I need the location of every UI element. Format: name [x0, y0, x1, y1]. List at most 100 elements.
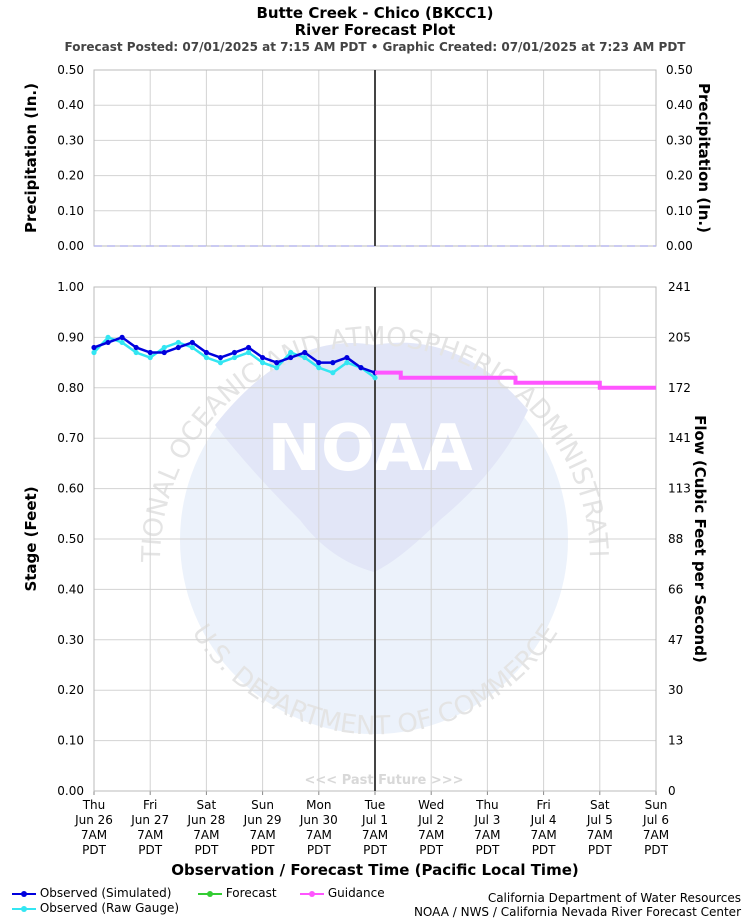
- legend-guidance: Guidance: [300, 886, 385, 900]
- observed-raw-gauge-point: [91, 349, 97, 356]
- x-tick-label: PDT: [138, 843, 162, 857]
- legend-label-guidance: Guidance: [327, 886, 385, 900]
- stage-ytick-left: 0.90: [57, 330, 84, 344]
- x-tick-label: 7AM: [418, 828, 444, 842]
- observed-simulated-point: [344, 354, 350, 361]
- legend-swatch-raw: [12, 905, 36, 912]
- observed-simulated-point: [189, 339, 195, 346]
- observed-raw-gauge-point: [330, 370, 336, 376]
- x-tick-label: Jul 1: [361, 813, 388, 827]
- observed-simulated-point: [302, 349, 308, 356]
- x-tick-label: 7AM: [643, 828, 669, 842]
- x-tick-label: 7AM: [137, 828, 163, 842]
- watermark-logo-text: NOAA: [267, 412, 473, 486]
- observed-raw-gauge-point: [119, 339, 125, 346]
- precip-ytick-right: 0.30: [666, 133, 693, 147]
- x-tick-label: Fri: [536, 798, 550, 812]
- precip-ytick-left: 0.40: [57, 98, 84, 112]
- x-tick-label: Sat: [197, 798, 217, 812]
- stage-ytick-left: 0.70: [57, 431, 84, 445]
- observed-simulated-point: [330, 360, 336, 366]
- legend-label-simulated: Observed (Simulated): [39, 886, 172, 900]
- x-tick-label: PDT: [644, 843, 668, 857]
- flow-ytick-right: 66: [668, 582, 683, 596]
- precip-ytick-left: 0.20: [57, 169, 84, 183]
- chart-subtitle: River Forecast Plot: [294, 21, 456, 39]
- precip-ytick-right: 0.40: [666, 98, 693, 112]
- x-tick-label: Wed: [418, 798, 444, 812]
- x-tick-label: Jul 3: [473, 813, 500, 827]
- observed-raw-gauge-point: [274, 365, 280, 371]
- observed-raw-gauge-point: [203, 354, 209, 361]
- flow-ytick-right: 13: [668, 734, 683, 748]
- observed-simulated-point: [316, 360, 322, 366]
- observed-raw-gauge-point: [372, 375, 378, 381]
- credit-dwr: California Department of Water Resources: [487, 891, 741, 905]
- stage-ytick-left: 1.00: [57, 280, 84, 294]
- flow-ylabel: Flow (Cubic Feet per Second): [691, 415, 709, 663]
- flow-ytick-right: 172: [668, 381, 691, 395]
- x-tick-label: 7AM: [587, 828, 613, 842]
- observed-raw-gauge-point: [161, 344, 167, 351]
- x-tick-label: Jul 2: [417, 813, 444, 827]
- x-tick-label: 7AM: [81, 828, 107, 842]
- observed-raw-gauge-point: [217, 360, 224, 366]
- x-tick-label: PDT: [251, 843, 275, 857]
- legend-label-raw: Observed (Raw Gauge): [39, 901, 180, 915]
- x-tick-label: Tue: [364, 798, 386, 812]
- observed-simulated-point: [147, 349, 153, 356]
- stage-ytick-left: 0.60: [57, 482, 84, 496]
- precip-ytick-right: 0.20: [666, 169, 693, 183]
- guidance-line: [375, 370, 656, 390]
- x-tick-label: Sun: [251, 798, 274, 812]
- flow-ytick-right: 241: [668, 280, 691, 294]
- observed-raw-gauge-point: [344, 360, 350, 366]
- precip-ytick-right: 0.10: [666, 204, 693, 218]
- observed-raw-gauge-point: [288, 349, 294, 356]
- stage-ylabel: Stage (Feet): [22, 486, 40, 591]
- stage-ytick-left: 0.80: [57, 381, 84, 395]
- legend-swatch-forecast: [198, 890, 222, 897]
- noaa-watermark: NOAA NATIONAL OCEANIC AND ATMOSPHERIC AD…: [0, 0, 613, 788]
- observed-simulated-point: [133, 344, 139, 351]
- observed-simulated-point: [119, 334, 125, 340]
- observed-simulated-point: [358, 365, 364, 371]
- observed-simulated-point: [260, 354, 266, 361]
- flow-ytick-right: 30: [668, 683, 683, 697]
- x-tick-label: PDT: [307, 843, 331, 857]
- forecast-posted-text: Forecast Posted: 07/01/2025 at 7:15 AM P…: [64, 40, 686, 54]
- observed-simulated-point: [161, 349, 167, 356]
- precip-ylabel-right: Precipitation (In.): [695, 83, 713, 233]
- observed-simulated-point: [175, 344, 181, 351]
- stage-ytick-left: 0.30: [57, 633, 84, 647]
- stage-ytick-left: 0.10: [57, 734, 84, 748]
- x-tick-label: PDT: [363, 843, 387, 857]
- legend-swatch-simulated: [12, 890, 36, 897]
- x-axis-title: Observation / Forecast Time (Pacific Loc…: [171, 861, 578, 879]
- observed-raw-gauge-point: [302, 354, 308, 361]
- legend-observed-raw: Observed (Raw Gauge): [12, 901, 179, 915]
- x-tick-label: Jul 6: [642, 813, 669, 827]
- x-tick-label: Mon: [306, 798, 331, 812]
- flow-ytick-right: 205: [668, 330, 691, 344]
- x-tick-label: Sun: [645, 798, 668, 812]
- legend-forecast: Forecast: [198, 886, 277, 900]
- x-tick-label: PDT: [475, 843, 499, 857]
- chart-series: [91, 70, 656, 791]
- observed-raw-gauge-point: [260, 360, 266, 366]
- precip-ylabel-left: Precipitation (In.): [22, 83, 40, 233]
- x-tick-label: Jun 28: [186, 813, 225, 827]
- flow-ytick-right: 113: [668, 482, 691, 496]
- observed-raw-gauge-point: [231, 354, 238, 361]
- x-tick-label: Jun 29: [243, 813, 282, 827]
- x-tick-label: PDT: [419, 843, 443, 857]
- watermark-gull: [215, 342, 528, 572]
- legend-observed-simulated: Observed (Simulated): [12, 886, 171, 900]
- flow-ytick-right: 141: [668, 431, 691, 445]
- legend-swatch-guidance: [300, 890, 324, 897]
- observed-simulated-point: [245, 344, 252, 351]
- stage-ytick-left: 0.00: [57, 784, 84, 798]
- stage-ytick-left: 0.20: [57, 683, 84, 697]
- x-tick-label: 7AM: [530, 828, 556, 842]
- past-future-label: <<< Past Future >>>: [304, 773, 463, 788]
